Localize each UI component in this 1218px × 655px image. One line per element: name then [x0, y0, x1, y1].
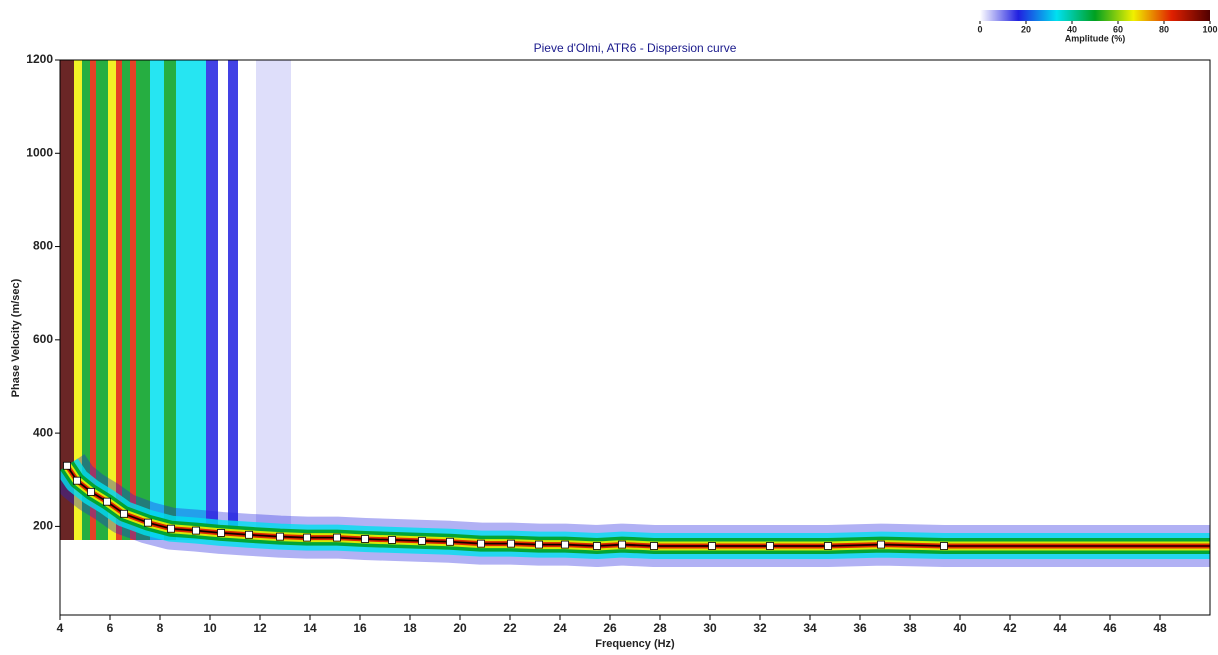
colorbar-tick-label: 40	[1067, 24, 1077, 34]
curve-point	[64, 462, 71, 469]
curve-point	[88, 488, 95, 495]
x-tick-label: 36	[853, 621, 867, 635]
curve-point	[277, 533, 284, 540]
curve-point	[389, 536, 396, 543]
amplitude-stripe	[150, 60, 164, 540]
curve-point	[193, 527, 200, 534]
y-axis-label: Phase Velocity (m/sec)	[10, 278, 22, 397]
x-tick-label: 10	[203, 621, 217, 635]
amplitude-stripe	[176, 60, 206, 540]
curve-point	[304, 534, 311, 541]
curve-point	[878, 541, 885, 548]
x-tick-label: 42	[1003, 621, 1017, 635]
colorbar-tick-label: 0	[977, 24, 982, 34]
colorbar-tick-label: 100	[1202, 24, 1217, 34]
curve-point	[478, 540, 485, 547]
curve-point	[536, 541, 543, 548]
curve-point	[767, 542, 774, 549]
x-tick-label: 46	[1103, 621, 1117, 635]
curve-point	[941, 542, 948, 549]
curve-point	[121, 510, 128, 517]
y-tick-label: 400	[33, 425, 53, 439]
x-tick-label: 44	[1053, 621, 1067, 635]
y-tick-label: 1000	[26, 145, 53, 159]
amplitude-stripe	[206, 60, 218, 540]
amplitude-stripe	[116, 60, 122, 540]
x-tick-label: 48	[1153, 621, 1167, 635]
chart-title: Pieve d'Olmi, ATR6 - Dispersion curve	[534, 41, 737, 55]
amplitude-stripe	[122, 60, 130, 540]
curve-point	[419, 537, 426, 544]
amplitude-stripe	[164, 60, 176, 540]
curve-point	[508, 540, 515, 547]
amplitude-stripe	[228, 60, 238, 540]
y-tick-label: 800	[33, 239, 53, 253]
curve-point	[168, 525, 175, 532]
amplitude-field	[60, 60, 1210, 546]
x-tick-label: 28	[653, 621, 667, 635]
amplitude-stripe	[256, 60, 291, 540]
y-tick-label: 600	[33, 332, 53, 346]
x-tick-label: 32	[753, 621, 767, 635]
curve-point	[562, 541, 569, 548]
amplitude-stripe	[96, 60, 108, 540]
curve-point	[145, 519, 152, 526]
x-tick-label: 20	[453, 621, 467, 635]
curve-point	[218, 529, 225, 536]
x-tick-label: 12	[253, 621, 267, 635]
x-tick-label: 38	[903, 621, 917, 635]
x-tick-label: 26	[603, 621, 617, 635]
x-tick-label: 24	[553, 621, 567, 635]
curve-point	[619, 541, 626, 548]
x-tick-label: 18	[403, 621, 417, 635]
x-axis-label: Frequency (Hz)	[595, 638, 675, 650]
x-tick-label: 8	[157, 621, 164, 635]
curve-point	[825, 542, 832, 549]
x-tick-label: 16	[353, 621, 367, 635]
y-tick-label: 200	[33, 519, 53, 533]
amplitude-stripe	[136, 60, 150, 540]
curve-point	[447, 538, 454, 545]
curve-point	[74, 477, 81, 484]
curve-point	[334, 534, 341, 541]
colorbar	[980, 10, 1210, 21]
curve-point	[362, 535, 369, 542]
curve-point	[651, 542, 658, 549]
curve-point	[104, 498, 111, 505]
x-tick-label: 14	[303, 621, 317, 635]
y-tick-label: 1200	[26, 52, 53, 66]
x-tick-label: 30	[703, 621, 717, 635]
chart: Pieve d'Olmi, ATR6 - Dispersion curve Fr…	[0, 0, 1218, 650]
amplitude-stripe	[130, 60, 136, 540]
curve-point	[709, 542, 716, 549]
colorbar-tick-label: 80	[1159, 24, 1169, 34]
colorbar-label: Amplitude (%)	[1065, 33, 1126, 43]
colorbar-tick-label: 60	[1113, 24, 1123, 34]
x-tick-label: 6	[107, 621, 114, 635]
amplitude-stripe	[108, 60, 116, 540]
x-tick-label: 4	[57, 621, 64, 635]
colorbar-tick-label: 20	[1021, 24, 1031, 34]
curve-point	[246, 531, 253, 538]
x-tick-label: 40	[953, 621, 967, 635]
curve-point	[594, 542, 601, 549]
x-tick-label: 34	[803, 621, 817, 635]
x-tick-label: 22	[503, 621, 517, 635]
